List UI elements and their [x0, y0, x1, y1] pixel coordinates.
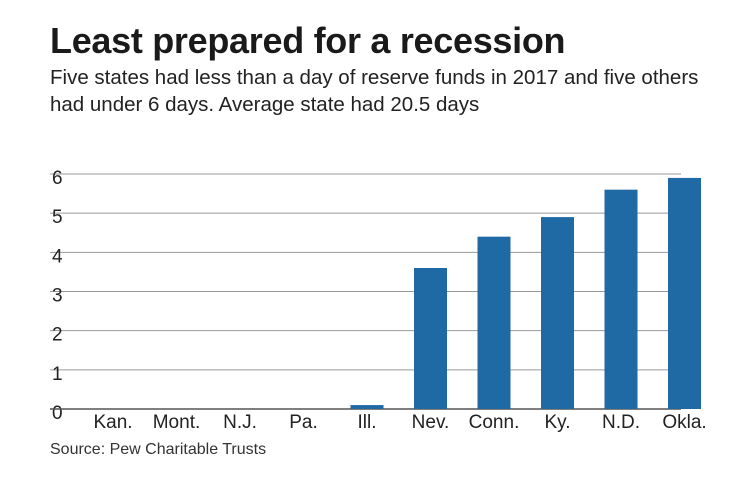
x-category-label: Ill. [358, 412, 377, 433]
x-category-label: Okla. [662, 412, 706, 433]
x-category-label: Mont. [153, 412, 201, 433]
bar [477, 236, 511, 409]
source-note: Source: Pew Charitable Trusts [50, 441, 267, 458]
y-tick-label: 5 [52, 207, 63, 228]
x-category-label: Nev. [412, 412, 450, 433]
chart-title: Least prepared for a recession [50, 20, 566, 61]
y-tick-label: 1 [52, 364, 63, 385]
bar [604, 189, 638, 409]
x-category-label: Conn. [469, 412, 520, 433]
x-category-label: N.J. [223, 412, 257, 433]
bar [541, 217, 574, 409]
x-category-label: Kan. [93, 412, 132, 433]
y-tick-label: 6 [52, 168, 63, 189]
chart-subtitle: Five states had less than a day of reser… [50, 66, 699, 116]
y-tick-label: 2 [52, 325, 63, 346]
bar [668, 177, 701, 409]
bar [414, 268, 447, 409]
y-tick-label: 3 [52, 286, 63, 307]
x-category-label: Pa. [289, 412, 318, 433]
y-tick-label: 0 [52, 403, 63, 424]
bar [350, 405, 384, 409]
y-tick-label: 4 [52, 246, 63, 267]
x-category-label: N.D. [602, 412, 640, 433]
x-category-label: Ky. [544, 412, 570, 433]
